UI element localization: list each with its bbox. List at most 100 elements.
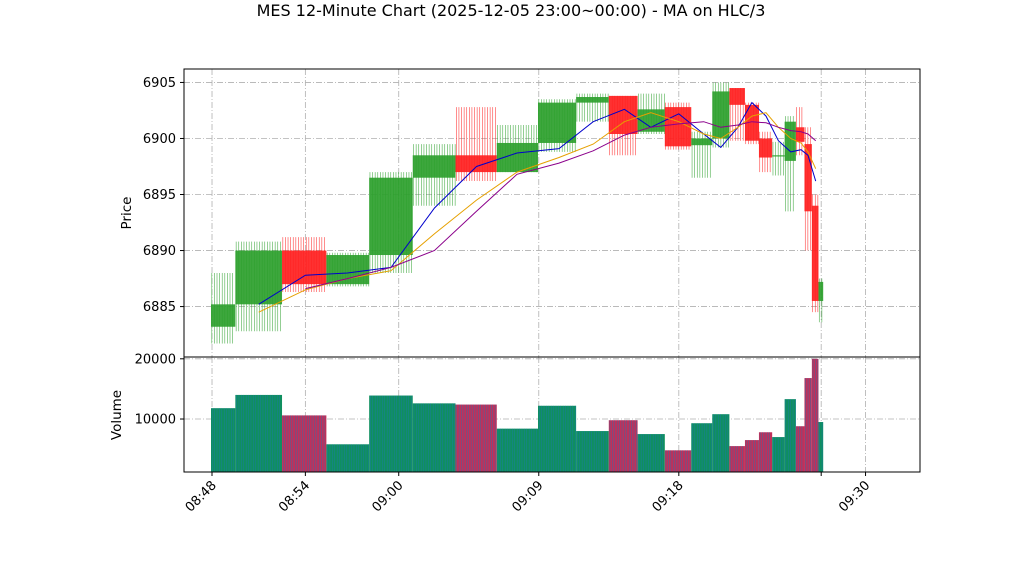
ohlc-body bbox=[455, 155, 497, 173]
ohlc-bar bbox=[804, 127, 812, 251]
ohlc-bar bbox=[576, 93, 609, 122]
volume-panel: 10000 20000 Volume bbox=[109, 352, 921, 473]
volume-bar bbox=[282, 415, 327, 472]
ohlc-bar bbox=[282, 237, 327, 293]
ohlc-body bbox=[369, 177, 413, 256]
volume-bar-body bbox=[758, 432, 773, 472]
ohlc-body bbox=[804, 144, 812, 212]
ohlc-bar bbox=[744, 102, 760, 145]
ohlc-body bbox=[712, 91, 730, 139]
volume-bar bbox=[712, 414, 730, 472]
volume-bar-body bbox=[326, 444, 370, 472]
ohlc-bar bbox=[691, 131, 713, 178]
volume-tick-label: 10000 bbox=[135, 413, 176, 428]
ohlc-body bbox=[664, 107, 692, 147]
volume-bar-body bbox=[282, 415, 327, 472]
price-tick-label: 6895 bbox=[143, 188, 176, 203]
x-tick-label: 09:09 bbox=[510, 478, 547, 515]
ohlc-bar bbox=[455, 107, 497, 182]
ohlc-body bbox=[772, 155, 785, 157]
price-tick-label: 6890 bbox=[143, 244, 176, 259]
volume-bar bbox=[326, 444, 370, 472]
x-tick-label: 08:54 bbox=[276, 478, 313, 515]
ohlc-body bbox=[691, 138, 713, 146]
x-tick-label: 09:18 bbox=[650, 478, 687, 515]
ohlc-bar bbox=[326, 252, 370, 287]
ohlc-bar bbox=[758, 131, 773, 173]
ohlc-bar bbox=[811, 194, 819, 313]
volume-bar bbox=[811, 358, 819, 472]
ohlc-bar bbox=[637, 93, 665, 134]
time-x-axis: 08:48 08:54 09:00 09:09 09:18 09:30 bbox=[183, 472, 873, 515]
volume-bar bbox=[744, 440, 759, 472]
volume-bar bbox=[784, 399, 796, 472]
volume-bar bbox=[412, 403, 456, 472]
x-tick-label: 09:00 bbox=[369, 478, 406, 515]
ohlc-body bbox=[818, 281, 824, 301]
volume-bar bbox=[576, 431, 609, 472]
price-tick-label: 6905 bbox=[143, 76, 176, 91]
volume-bar bbox=[537, 405, 577, 472]
volume-bar-body bbox=[576, 431, 609, 472]
volume-bar bbox=[818, 422, 824, 472]
volume-bar-body bbox=[729, 446, 745, 472]
ohlc-bar bbox=[818, 278, 824, 323]
volume-bar-body bbox=[784, 399, 796, 472]
volume-bar bbox=[455, 404, 497, 472]
volume-bar-body bbox=[744, 440, 759, 472]
ohlc-bar bbox=[712, 82, 730, 148]
volume-bar bbox=[795, 426, 805, 472]
ohlc-bar bbox=[496, 125, 538, 173]
volume-bar bbox=[664, 450, 692, 472]
ohlc-bar bbox=[784, 116, 796, 212]
ohlc-body bbox=[784, 121, 796, 161]
volume-bars bbox=[211, 358, 824, 472]
volume-bar-body bbox=[811, 358, 819, 472]
ohlc-bar bbox=[537, 99, 577, 152]
x-tick-label: 09:30 bbox=[836, 478, 873, 515]
price-tick-label: 6900 bbox=[143, 132, 176, 147]
ohlc-body bbox=[758, 138, 773, 158]
ohlc-bar bbox=[412, 144, 456, 206]
volume-bar bbox=[235, 394, 283, 472]
ohlc-body bbox=[537, 102, 577, 143]
ohlc-body bbox=[744, 104, 759, 141]
volume-bar bbox=[608, 420, 638, 472]
volume-tick-label: 20000 bbox=[135, 352, 176, 367]
ohlc-bar bbox=[772, 141, 785, 176]
ohlc-bar bbox=[235, 241, 283, 332]
chart-title: MES 12-Minute Chart (2025-12-05 23:00~00… bbox=[257, 1, 766, 20]
price-axis-label: Price bbox=[119, 197, 135, 230]
volume-bar-body bbox=[369, 395, 413, 472]
price-tick-label: 6885 bbox=[143, 300, 176, 315]
volume-bar bbox=[369, 395, 413, 472]
volume-bar-body bbox=[412, 403, 456, 472]
ohlc-body bbox=[795, 127, 805, 142]
ohlc-body bbox=[729, 88, 745, 105]
ohlc-body bbox=[811, 205, 819, 301]
moving-average-line bbox=[258, 112, 817, 313]
ohlc-body bbox=[235, 250, 283, 305]
volume-bar-body bbox=[235, 394, 283, 472]
ohlc-bar bbox=[608, 95, 638, 156]
ohlc-body bbox=[412, 155, 456, 178]
volume-bar bbox=[496, 428, 538, 472]
volume-axis-label: Volume bbox=[109, 390, 125, 440]
ohlc-bar bbox=[729, 88, 745, 141]
volume-bar bbox=[691, 423, 713, 472]
price-panel: 6885 6890 6895 6900 6905 Price bbox=[119, 68, 921, 358]
moving-average-lines bbox=[258, 101, 817, 313]
volume-bar-body bbox=[608, 420, 638, 472]
volume-bar bbox=[758, 432, 773, 472]
volume-bar bbox=[729, 446, 745, 472]
volume-panel-frame bbox=[183, 356, 921, 473]
volume-y-ticks: 10000 20000 bbox=[135, 352, 184, 428]
volume-bar bbox=[772, 437, 785, 472]
moving-average-line bbox=[258, 101, 817, 305]
volume-bar bbox=[804, 378, 812, 472]
volume-bar-body bbox=[637, 434, 665, 472]
ohlc-body bbox=[576, 97, 609, 103]
volume-bar-body bbox=[537, 405, 577, 472]
